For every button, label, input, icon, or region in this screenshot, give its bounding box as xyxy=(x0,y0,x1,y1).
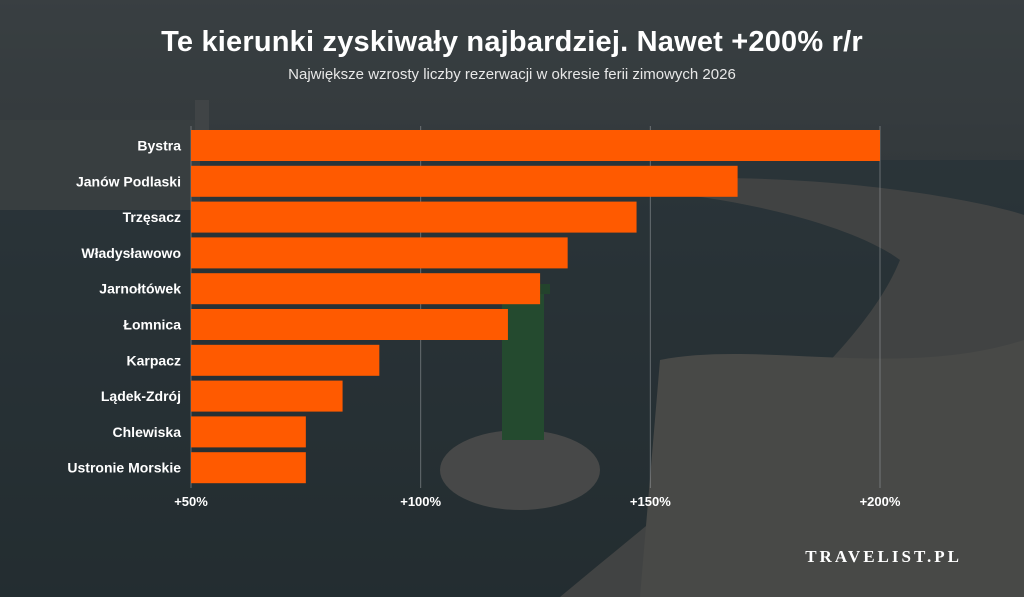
brand-logo: TRAVELIST.PL xyxy=(805,547,962,566)
bar xyxy=(191,309,508,340)
category-label: Władysławowo xyxy=(81,245,181,261)
bar xyxy=(191,344,380,376)
bar xyxy=(191,237,568,269)
category-label: Chlewiska xyxy=(113,424,182,440)
bars xyxy=(191,130,880,484)
category-label: Trzęsacz xyxy=(123,209,181,225)
chart-subtitle: Największe wzrosty liczby rezerwacji w o… xyxy=(288,66,736,83)
bar xyxy=(191,201,637,233)
category-label: Jarnołtówek xyxy=(99,281,181,297)
category-label: Karpacz xyxy=(127,352,181,368)
bar xyxy=(191,416,306,448)
x-tick-label: +50% xyxy=(174,494,208,509)
category-label: Łomnica xyxy=(123,317,181,333)
bar xyxy=(191,380,343,412)
bar xyxy=(191,452,306,484)
x-tick-label: +200% xyxy=(860,494,901,509)
x-tick-labels: +50% +100% +150% +200% xyxy=(174,494,901,509)
category-labels: Bystra Janów Podlaski Trzęsacz Władysławowo… xyxy=(67,138,181,476)
category-label: Lądek-Zdrój xyxy=(101,388,181,404)
bar xyxy=(191,273,541,305)
category-label: Janów Podlaski xyxy=(76,173,181,189)
chart-title: Te kierunki zyskiwały najbardziej. Nawet… xyxy=(161,26,863,58)
category-label: Bystra xyxy=(137,138,181,154)
category-label: Ustronie Morskie xyxy=(67,460,181,476)
x-tick-label: +100% xyxy=(400,494,441,509)
bar xyxy=(191,130,880,161)
bar xyxy=(191,165,738,197)
x-tick-label: +150% xyxy=(630,494,671,509)
